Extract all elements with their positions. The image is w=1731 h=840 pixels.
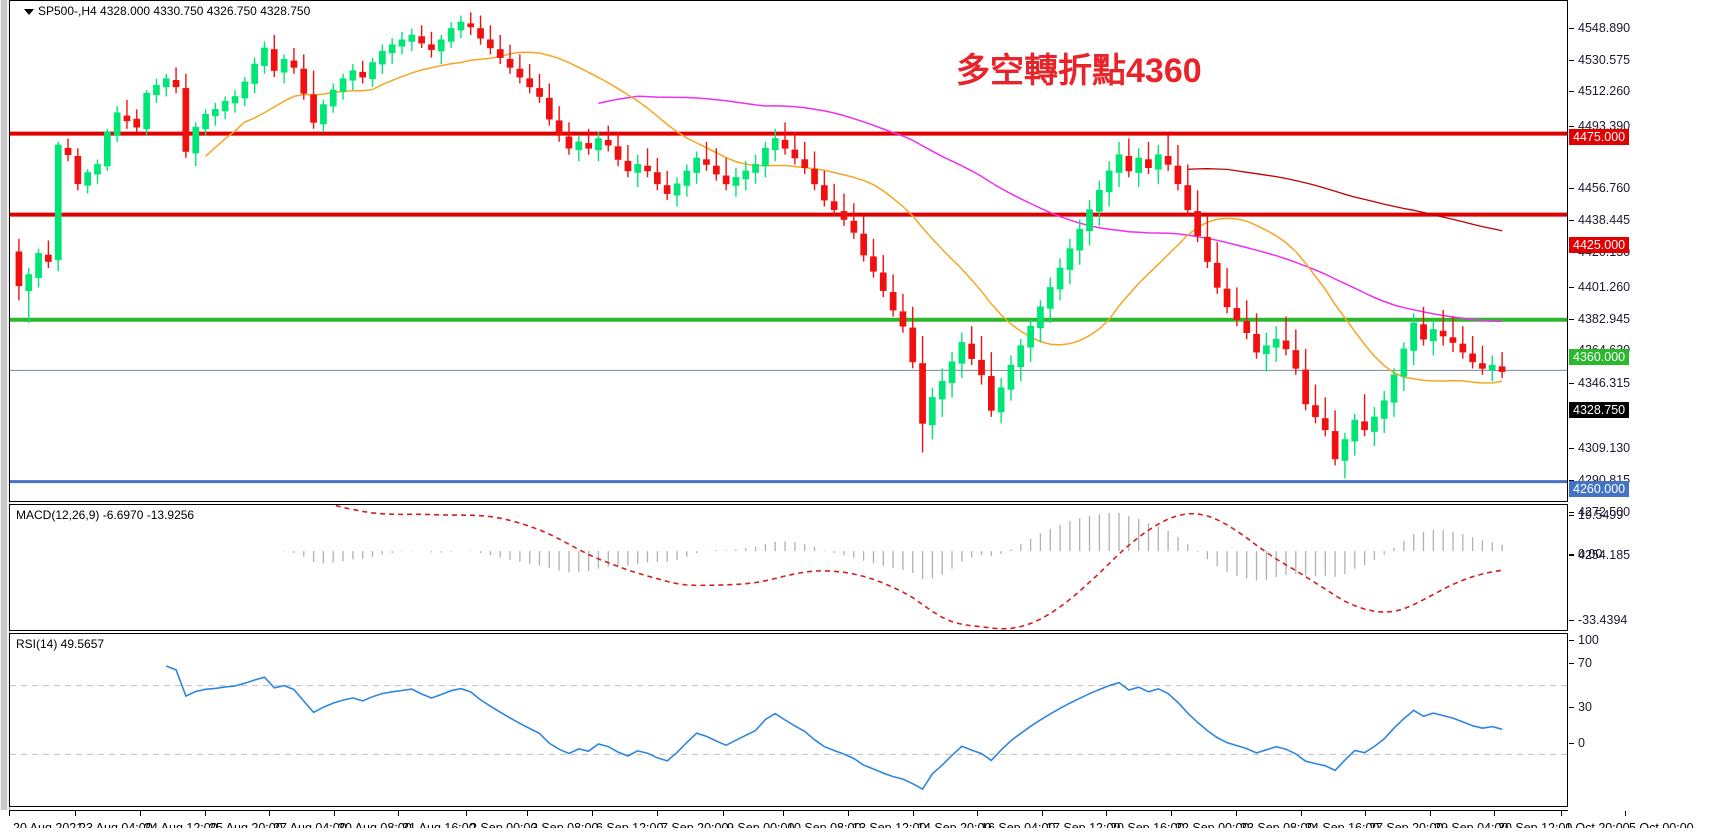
- time-tick: [1042, 811, 1043, 816]
- time-tick: [1236, 811, 1237, 816]
- time-tick: [9, 811, 10, 816]
- tick-mark: [1569, 743, 1574, 744]
- tick-mark: [1569, 663, 1574, 664]
- macd-indicator-panel[interactable]: MACD(12,26,9) -6.6970 -13.9256: [9, 504, 1568, 631]
- time-tick: [977, 811, 978, 816]
- tick-mark: [1569, 448, 1574, 449]
- rsi-svg: [10, 665, 1567, 791]
- time-tick: [334, 811, 335, 816]
- tick-label: 19.5499: [1578, 508, 1624, 522]
- symbol-info-bar: SP500-,H4 4328.000 4330.750 4326.750 432…: [24, 4, 310, 18]
- tick-label: 100: [1578, 633, 1599, 647]
- time-tick: [657, 811, 658, 816]
- tick-mark: [1569, 707, 1574, 708]
- time-tick: [1301, 811, 1302, 816]
- tick-mark: [1569, 555, 1574, 556]
- tick-mark: [1569, 554, 1574, 555]
- time-tick: [1561, 811, 1562, 816]
- price-tag-pivot-4360[interactable]: 4360.000: [1569, 349, 1630, 365]
- axis-bottom-spacer: [0, 828, 1731, 840]
- tick-mark: [1569, 91, 1574, 92]
- price-tag-support-4260[interactable]: 4260.000: [1569, 481, 1630, 497]
- tick-label: 4438.445: [1578, 213, 1631, 227]
- tick-label: 4346.315: [1578, 376, 1631, 390]
- tick-label: 4401.260: [1578, 280, 1631, 294]
- tick-mark: [1569, 319, 1574, 320]
- time-tick: [783, 811, 784, 816]
- tick-label: 70: [1578, 656, 1592, 670]
- time-tick: [723, 811, 724, 816]
- chart-annotation: 多空轉折點4360: [956, 52, 1202, 90]
- tick-label: 4382.945: [1578, 312, 1631, 326]
- macd-svg: [273, 505, 1503, 630]
- tick-label: -33.4394: [1578, 613, 1628, 627]
- tick-mark: [1569, 640, 1574, 641]
- time-tick: [1625, 811, 1626, 816]
- rsi-label: RSI(14) 49.5657: [16, 637, 105, 651]
- tick-mark: [1569, 28, 1574, 29]
- time-tick: [466, 811, 467, 816]
- time-tick: [205, 811, 206, 816]
- time-tick: [75, 811, 76, 816]
- price-tag-resistance-4475[interactable]: 4475.000: [1569, 129, 1630, 145]
- tick-label: 4530.575: [1578, 53, 1631, 67]
- tick-mark: [1569, 126, 1574, 127]
- tick-mark: [1569, 60, 1574, 61]
- tick-mark: [1569, 287, 1574, 288]
- tick-label: 4309.130: [1578, 441, 1631, 455]
- tick-label: 4512.260: [1578, 84, 1631, 98]
- time-tick: [1365, 811, 1366, 816]
- macd-plot-area[interactable]: [10, 505, 1567, 630]
- tick-mark: [1569, 620, 1574, 621]
- time-tick: [398, 811, 399, 816]
- price-scale-axis[interactable]: 4548.890 4530.575 4512.260 4493.390 4456.760…: [1569, 0, 1731, 810]
- rsi-plot-area[interactable]: [10, 634, 1567, 806]
- time-tick: [140, 811, 141, 816]
- tick-mark: [1569, 512, 1574, 513]
- tick-mark: [1569, 515, 1574, 516]
- time-tick: [1494, 811, 1495, 816]
- tick-label: 0: [1578, 736, 1585, 750]
- price-tag-last-4328[interactable]: 4328.750: [1569, 402, 1630, 418]
- tick-mark: [1569, 220, 1574, 221]
- time-tick: [527, 811, 528, 816]
- time-tick: [1106, 811, 1107, 816]
- time-tick: [592, 811, 593, 816]
- time-tick: [913, 811, 914, 816]
- tick-label: 0.00: [1578, 547, 1603, 561]
- symbol-info-text: SP500-,H4 4328.000 4330.750 4326.750 432…: [38, 4, 311, 18]
- tick-label: 30: [1578, 700, 1592, 714]
- tick-mark: [1569, 188, 1574, 189]
- time-tick: [269, 811, 270, 816]
- rsi-indicator-panel[interactable]: RSI(14) 49.5657: [9, 633, 1568, 807]
- tick-label: 4456.760: [1578, 181, 1631, 195]
- price-chart-panel[interactable]: SP500-,H4 4328.000 4330.750 4326.750 432…: [9, 0, 1568, 502]
- tick-label: 4254.185: [1578, 548, 1631, 562]
- scrollbar-thumb[interactable]: [1, 0, 7, 810]
- time-tick: [1171, 811, 1172, 816]
- tick-mark: [1569, 383, 1574, 384]
- chevron-down-icon[interactable]: [24, 8, 34, 15]
- time-tick: [848, 811, 849, 816]
- price-plot-area[interactable]: [10, 1, 1567, 501]
- price-tag-resistance-4425[interactable]: 4425.000: [1569, 237, 1630, 253]
- tick-label: 4272.500: [1578, 505, 1631, 519]
- macd-label: MACD(12,26,9) -6.6970 -13.9256: [16, 508, 195, 522]
- tick-mark: [1569, 480, 1574, 481]
- price-svg: [10, 12, 1567, 484]
- tick-label: 4548.890: [1578, 21, 1631, 35]
- time-tick: [1430, 811, 1431, 816]
